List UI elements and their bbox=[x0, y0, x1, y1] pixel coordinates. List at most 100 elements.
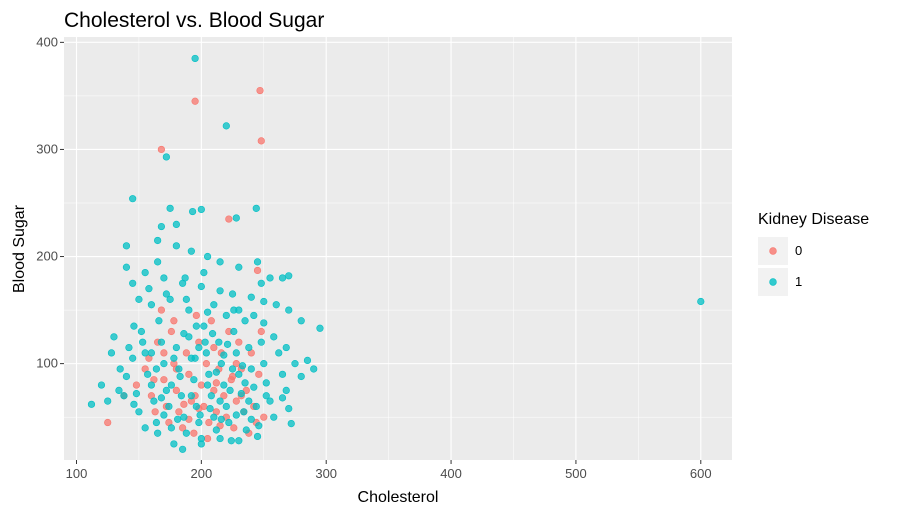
scatter-point-1 bbox=[170, 440, 178, 448]
scatter-point-1 bbox=[162, 290, 170, 298]
scatter-point-1 bbox=[172, 242, 180, 250]
scatter-point-1 bbox=[278, 394, 287, 402]
scatter-point-1 bbox=[129, 195, 137, 203]
scatter-point-1 bbox=[250, 383, 258, 391]
scatter-point-1 bbox=[287, 419, 295, 428]
scatter-point-1 bbox=[208, 330, 217, 338]
scatter-point-0 bbox=[242, 386, 250, 394]
scatter-point-1 bbox=[154, 258, 162, 266]
scatter-point-0 bbox=[207, 317, 215, 325]
scatter-point-1 bbox=[157, 222, 165, 231]
scatter-point-1 bbox=[203, 308, 212, 316]
scatter-point-1 bbox=[222, 311, 230, 320]
scatter-point-0 bbox=[185, 370, 193, 378]
scatter-point-1 bbox=[291, 360, 299, 368]
scatter-point-1 bbox=[172, 343, 180, 352]
scatter-point-1 bbox=[152, 365, 160, 373]
scatter-point-1 bbox=[129, 354, 137, 362]
scatter-point-1 bbox=[152, 418, 160, 427]
scatter-point-0 bbox=[255, 370, 263, 378]
scatter-point-1 bbox=[235, 306, 243, 314]
scatter-point-1 bbox=[210, 413, 218, 421]
scatter-point-1 bbox=[167, 424, 175, 432]
scatter-point-1 bbox=[278, 370, 287, 378]
scatter-point-1 bbox=[232, 411, 240, 419]
scatter-point-1 bbox=[247, 415, 255, 423]
scatter-point-1 bbox=[297, 317, 305, 325]
scatter-point-1 bbox=[285, 404, 293, 413]
scatter-point-0 bbox=[225, 215, 233, 223]
scatter-point-0 bbox=[205, 418, 213, 427]
scatter-point-1 bbox=[285, 272, 293, 280]
scatter-point-1 bbox=[257, 338, 265, 346]
scatter-point-1 bbox=[154, 236, 162, 245]
scatter-point-0 bbox=[160, 349, 168, 357]
scatter-point-1 bbox=[215, 338, 223, 346]
scatter-point-1 bbox=[179, 445, 187, 453]
scatter-point-1 bbox=[167, 381, 175, 389]
scatter-point-0 bbox=[157, 306, 165, 314]
scatter-point-1 bbox=[132, 390, 141, 398]
scatter-point-1 bbox=[125, 343, 133, 352]
scatter-point-1 bbox=[241, 317, 249, 325]
x-tick-label: 400 bbox=[440, 466, 462, 481]
scatter-point-1 bbox=[272, 301, 280, 309]
scatter-point-1 bbox=[262, 379, 270, 387]
scatter-point-1 bbox=[191, 54, 199, 63]
scatter-point-1 bbox=[155, 317, 163, 325]
scatter-point-1 bbox=[257, 279, 265, 287]
scatter-point-1 bbox=[253, 432, 262, 441]
scatter-point-1 bbox=[187, 247, 195, 255]
scatter-point-0 bbox=[220, 392, 228, 400]
scatter-point-1 bbox=[160, 360, 168, 368]
scatter-point-1 bbox=[187, 392, 195, 400]
scatter-point-1 bbox=[129, 279, 137, 287]
scatter-point-1 bbox=[222, 122, 230, 130]
scatter-point-1 bbox=[242, 426, 250, 434]
scatter-point-1 bbox=[165, 402, 173, 411]
scatter-point-1 bbox=[303, 356, 312, 365]
scatter-point-1 bbox=[203, 252, 212, 261]
scatter-point-0 bbox=[202, 360, 210, 368]
scatter-point-1 bbox=[122, 263, 131, 271]
scatter-point-1 bbox=[297, 372, 305, 381]
scatter-point-1 bbox=[260, 297, 268, 306]
scatter-point-1 bbox=[157, 394, 165, 402]
scatter-point-1 bbox=[270, 333, 278, 341]
scatter-point-1 bbox=[197, 440, 205, 448]
scatter-point-0 bbox=[132, 381, 141, 389]
scatter-point-1 bbox=[182, 295, 190, 303]
scatter-point-1 bbox=[175, 365, 183, 373]
x-tick-label: 600 bbox=[690, 466, 712, 481]
scatter-point-1 bbox=[170, 354, 178, 362]
scatter-point-1 bbox=[250, 311, 258, 320]
scatter-point-0 bbox=[257, 327, 265, 336]
scatter-point-1 bbox=[191, 354, 199, 362]
scatter-point-1 bbox=[144, 370, 152, 378]
scatter-point-1 bbox=[162, 153, 170, 161]
scatter-point-1 bbox=[230, 327, 238, 336]
scatter-point-1 bbox=[282, 343, 290, 352]
scatter-point-1 bbox=[192, 322, 200, 330]
legend-key-1 bbox=[769, 278, 777, 286]
scatter-point-1 bbox=[172, 220, 180, 229]
scatter-point-1 bbox=[222, 402, 230, 411]
x-tick-label: 500 bbox=[565, 466, 587, 481]
scatter-point-1 bbox=[141, 349, 149, 357]
legend-label-1: 1 bbox=[795, 274, 802, 289]
scatter-point-1 bbox=[241, 379, 249, 387]
scatter-point-1 bbox=[196, 411, 204, 419]
y-tick-label: 400 bbox=[36, 34, 58, 49]
scatter-point-1 bbox=[107, 349, 116, 357]
scatter-point-1 bbox=[197, 282, 205, 291]
scatter-point-1 bbox=[182, 429, 190, 437]
scatter-point-1 bbox=[147, 349, 156, 357]
scatter-point-1 bbox=[285, 306, 293, 314]
scatter-point-1 bbox=[260, 319, 268, 327]
scatter-point-1 bbox=[216, 434, 224, 443]
scatter-point-0 bbox=[230, 424, 238, 432]
scatter-point-1 bbox=[238, 362, 247, 370]
scatter-point-1 bbox=[195, 343, 203, 352]
scatter-point-1 bbox=[266, 274, 274, 282]
scatter-point-1 bbox=[203, 381, 212, 389]
